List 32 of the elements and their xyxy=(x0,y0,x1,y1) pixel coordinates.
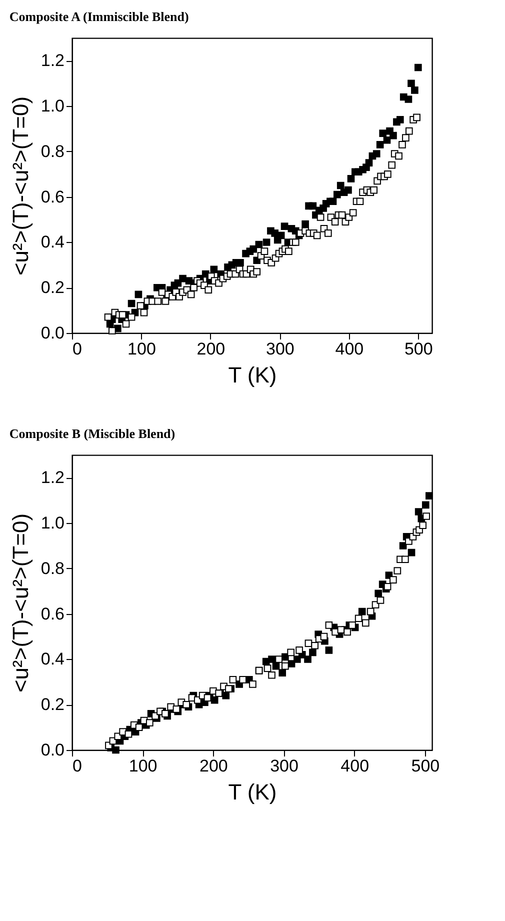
y-tick-label: 0.0 xyxy=(40,740,64,760)
y-tick-label: 0.6 xyxy=(40,604,64,624)
x-tick-label: 500 xyxy=(404,340,433,358)
x-axis-title: T (K) xyxy=(228,780,277,804)
y-tick-label: 1.2 xyxy=(40,468,64,488)
y-tick-label: 1.0 xyxy=(40,514,64,533)
x-tick-label: 300 xyxy=(266,340,294,358)
x-tick-label: 500 xyxy=(411,756,440,776)
y-tick-label: 0.8 xyxy=(40,558,64,578)
chart-title: Composite A (Immiscible Blend) xyxy=(9,9,189,24)
y-tick-label: 0.2 xyxy=(40,695,64,714)
chart-title: Composite B (Miscible Blend) xyxy=(9,426,176,441)
x-tick-label: 100 xyxy=(128,756,158,776)
x-tick-label: 0 xyxy=(72,756,82,776)
y-axis-title: <u²>(T)-<u²>(T=0) xyxy=(8,513,33,693)
x-axis-title: T (K) xyxy=(228,362,277,388)
x-tick-label: 400 xyxy=(335,340,364,358)
x-tick-label: 400 xyxy=(340,756,370,776)
x-tick-label: 0 xyxy=(72,340,82,358)
y-tick-label: 0.0 xyxy=(40,324,64,342)
x-tick-label: 100 xyxy=(128,340,156,358)
y-tick-label: 0.6 xyxy=(40,187,64,206)
x-tick-label: 300 xyxy=(270,756,298,776)
y-tick-label: 0.4 xyxy=(40,650,64,669)
x-tick-label: 200 xyxy=(196,340,226,358)
x-tick-label: 200 xyxy=(199,756,228,776)
y-axis-title: <u²>(T)-<u²>(T=0) xyxy=(8,96,33,276)
y-tick-label: 0.8 xyxy=(40,142,64,161)
y-tick-label: 0.2 xyxy=(40,278,64,298)
y-tick-label: 1.2 xyxy=(40,51,64,70)
y-tick-label: 1.0 xyxy=(40,96,64,116)
y-tick-label: 0.4 xyxy=(40,232,64,252)
